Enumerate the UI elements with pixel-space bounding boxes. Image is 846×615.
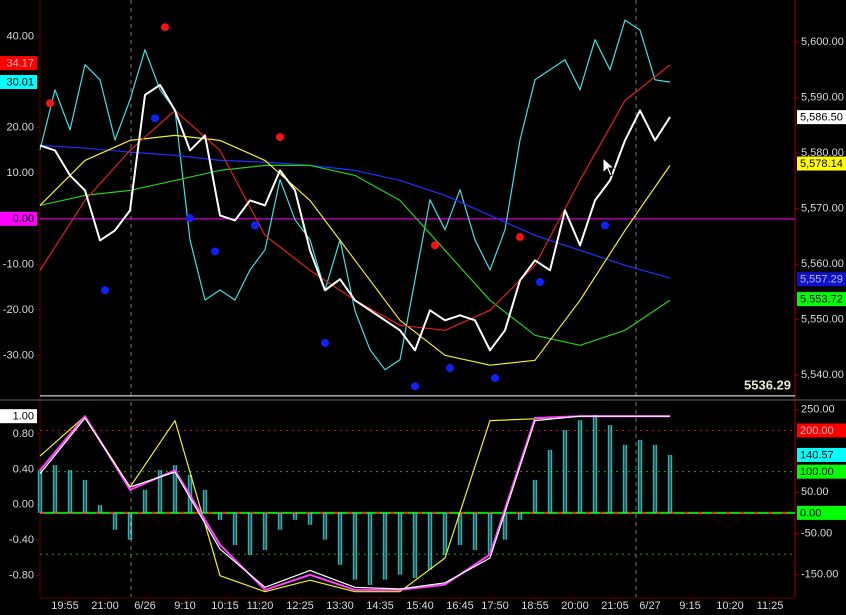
signal-dot: [536, 277, 544, 286]
value-badge-label: 1.00: [13, 411, 34, 423]
signal-dot: [601, 221, 609, 230]
x-tick-label: 21:05: [601, 600, 629, 612]
value-badge: [797, 464, 846, 479]
y2-tick-label: -10.00: [3, 258, 34, 270]
reference-label: 5536.29: [744, 377, 791, 392]
signal-dot: [411, 382, 419, 391]
y-tick-label: 250.00: [801, 404, 835, 416]
value-badge: [797, 156, 846, 171]
series-line: [39, 19, 671, 371]
x-tick-label: 10:15: [211, 600, 239, 612]
signal-dot: [431, 241, 439, 250]
mouse-cursor: [602, 156, 616, 177]
value-badge-label: 5,586.50: [800, 112, 843, 124]
x-tick-label: 15:40: [406, 600, 434, 612]
value-badge: [797, 447, 846, 462]
signal-dot: [151, 114, 159, 123]
signal-dot: [46, 99, 54, 108]
x-tick-label: 10:20: [716, 600, 744, 612]
y-tick-label: 5,540.00: [801, 369, 844, 381]
signal-dot: [491, 374, 499, 383]
value-badge: [797, 505, 846, 520]
signal-dot: [321, 339, 329, 348]
x-tick-label: 12:25: [286, 600, 314, 612]
signal-dot: [251, 221, 259, 230]
y2-tick-label: -20.00: [3, 304, 34, 316]
value-badge-label: 200.00: [800, 425, 834, 437]
value-badge-label: 0.00: [800, 507, 821, 519]
value-badge-label: 5,578.14: [800, 158, 843, 170]
y2-tick-label: -0.40: [9, 534, 34, 546]
value-badge-label: 100.00: [800, 466, 834, 478]
value-badge: [797, 272, 846, 287]
signal-dot: [276, 133, 284, 142]
x-tick-label: 16:45: [446, 600, 474, 612]
y2-tick-label: 0.80: [13, 428, 34, 440]
x-tick-label: 17:50: [481, 600, 509, 612]
value-badge-label: 34.17: [6, 57, 34, 69]
x-tick-label: 18:55: [521, 600, 549, 612]
value-badge: [797, 292, 846, 307]
value-badge: [797, 110, 846, 125]
signal-dot: [161, 23, 169, 32]
y-tick-label: 5,580.00: [801, 147, 844, 159]
x-tick-label: 6/27: [639, 600, 660, 612]
value-badge: [797, 423, 846, 438]
value-badge: [0, 409, 37, 424]
signal-dot: [516, 233, 524, 242]
value-badge: [0, 211, 37, 226]
series-line: [39, 144, 671, 279]
y-tick-label: 5,560.00: [801, 258, 844, 270]
x-tick-label: 21:00: [91, 600, 119, 612]
x-tick-label: 19:55: [51, 600, 79, 612]
series-line: [39, 83, 671, 352]
signal-dot: [211, 247, 219, 256]
value-badge-label: 5,557.29: [800, 274, 843, 286]
y-tick-label: -150.00: [801, 569, 838, 581]
y2-tick-label: 20.00: [6, 122, 34, 134]
x-tick-label: 6/26: [134, 600, 155, 612]
value-badge-label: 5,553.72: [800, 293, 843, 305]
value-badge: [0, 75, 37, 90]
signal-dot: [446, 364, 454, 373]
y2-tick-label: 0.40: [13, 463, 34, 475]
y2-tick-label: -30.00: [3, 350, 34, 362]
x-tick-label: 13:30: [326, 600, 354, 612]
y-tick-label: 5,550.00: [801, 314, 844, 326]
x-tick-label: 14:35: [366, 600, 394, 612]
y-tick-label: 5,590.00: [801, 92, 844, 104]
y2-tick-label: -0.80: [9, 570, 34, 582]
value-badge-label: 140.57: [800, 449, 834, 461]
y2-tick-label: 0.00: [13, 499, 34, 511]
value-badge-label: 0.00: [13, 213, 34, 225]
value-badge-label: 30.01: [6, 76, 34, 88]
y-tick-label: 50.00: [801, 486, 829, 498]
x-tick-label: 20:00: [561, 600, 589, 612]
x-tick-label: 11:20: [247, 600, 274, 612]
series-line: [39, 164, 671, 346]
x-tick-label: 11:25: [757, 600, 784, 612]
y-tick-label: -50.00: [801, 527, 832, 539]
y-tick-label: 5,570.00: [801, 203, 844, 215]
series-line: [39, 415, 670, 590]
signal-dot: [101, 286, 109, 295]
y-tick-label: 5,600.00: [801, 36, 844, 48]
y2-tick-label: 40.00: [6, 30, 34, 42]
signal-dot: [186, 214, 194, 223]
y2-tick-label: 10.00: [6, 167, 34, 179]
x-tick-label: 9:10: [174, 600, 195, 612]
x-tick-label: 9:15: [679, 600, 700, 612]
series-line: [39, 134, 671, 366]
value-badge: [0, 56, 37, 71]
series-line: [39, 415, 670, 591]
